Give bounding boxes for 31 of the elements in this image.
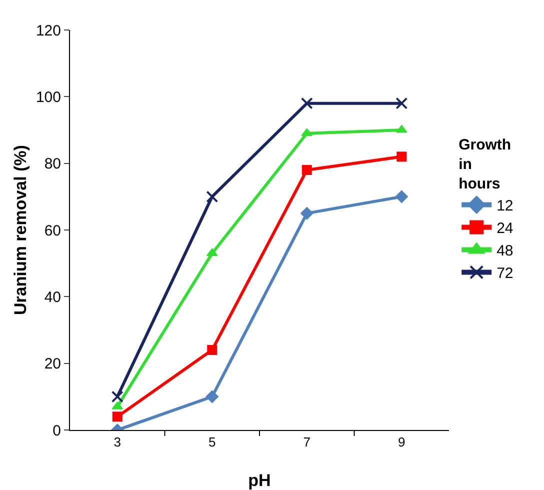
y-tick-label: 0 xyxy=(52,422,61,440)
x-tick-label: 3 xyxy=(114,434,121,450)
point xyxy=(395,190,408,204)
x-axis-title: pH xyxy=(248,471,271,490)
point xyxy=(206,248,218,256)
legend-label: 12 xyxy=(496,198,514,215)
point xyxy=(206,390,218,404)
y-tick-label: 100 xyxy=(36,88,61,106)
legend-title: Growth in hours xyxy=(458,136,512,192)
point xyxy=(111,390,124,403)
x-tick-label: 7 xyxy=(303,434,310,450)
x-tick-label: 9 xyxy=(398,434,406,450)
point xyxy=(112,412,122,422)
point xyxy=(301,128,313,136)
y-tick-label: 80 xyxy=(44,156,61,173)
y-tick-label: 20 xyxy=(44,356,61,373)
y-tick-label: 120 xyxy=(36,22,61,40)
point xyxy=(207,345,218,355)
legend-label: 72 xyxy=(496,265,514,282)
y-tick-label: 60 xyxy=(44,222,61,240)
point xyxy=(302,165,312,175)
point xyxy=(396,152,407,162)
point xyxy=(300,97,313,110)
point xyxy=(206,190,218,203)
legend-label: 24 xyxy=(496,220,514,238)
point xyxy=(396,97,408,110)
legend-label: 48 xyxy=(496,242,514,260)
y-axis-title: Uranium removal (%) xyxy=(11,144,30,316)
x-tick-label: 5 xyxy=(208,434,216,450)
y-tick-label: 40 xyxy=(44,288,61,306)
point xyxy=(300,206,314,220)
